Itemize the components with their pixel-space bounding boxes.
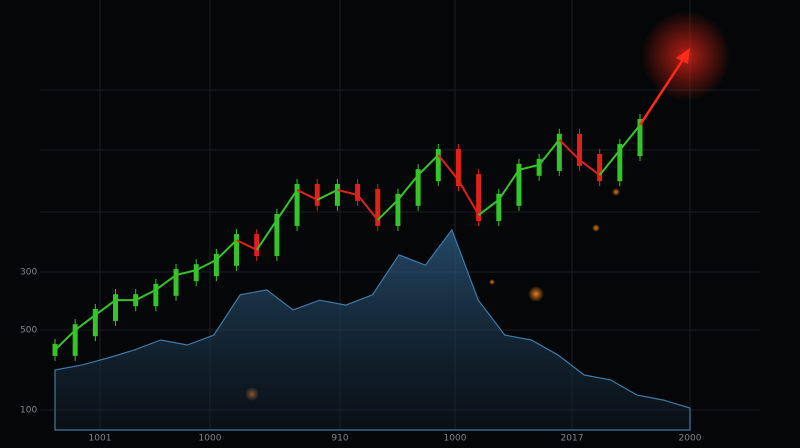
candle bbox=[314, 183, 320, 206]
candle bbox=[193, 264, 199, 282]
candle bbox=[435, 149, 441, 182]
candle bbox=[334, 183, 340, 206]
price-segment bbox=[74, 314, 96, 331]
y-tick-label: 300 bbox=[20, 268, 37, 278]
candle bbox=[455, 149, 461, 187]
candle bbox=[113, 294, 119, 321]
candle bbox=[294, 183, 300, 226]
x-tick-label: 910 bbox=[331, 434, 348, 444]
plot: 300 500 100 1001 1000 910 1000 2017 2000 bbox=[20, 48, 702, 444]
price-segment bbox=[457, 179, 480, 216]
candle bbox=[516, 163, 522, 206]
candle bbox=[597, 153, 603, 182]
price-segment bbox=[155, 274, 177, 291]
candle bbox=[536, 158, 542, 176]
candle bbox=[476, 174, 482, 222]
candle bbox=[72, 324, 78, 356]
trend-arrow bbox=[638, 57, 686, 126]
price-segment bbox=[437, 154, 460, 181]
price-segment bbox=[377, 199, 399, 221]
candle bbox=[395, 193, 401, 226]
price-segment bbox=[296, 189, 318, 201]
price-segment bbox=[538, 139, 561, 166]
price-segment bbox=[135, 288, 157, 302]
price-segment bbox=[215, 239, 238, 261]
price-segment bbox=[255, 219, 278, 251]
price-segment bbox=[397, 174, 419, 201]
price-segment bbox=[236, 239, 258, 251]
candle bbox=[92, 308, 98, 337]
volume-area bbox=[54, 228, 691, 431]
x-tick-label: 1001 bbox=[89, 434, 112, 444]
price-segment bbox=[619, 124, 641, 151]
candle bbox=[617, 144, 623, 182]
candle bbox=[153, 283, 159, 307]
ember bbox=[612, 188, 620, 196]
candle bbox=[415, 169, 421, 206]
candle bbox=[254, 234, 260, 256]
price-segment bbox=[337, 188, 358, 196]
price-segment bbox=[578, 159, 601, 176]
candle bbox=[496, 193, 502, 222]
candle bbox=[637, 118, 643, 157]
ember bbox=[528, 286, 544, 302]
arrow-head bbox=[676, 48, 690, 64]
candle bbox=[274, 213, 280, 256]
x-tick-label: 2000 bbox=[679, 434, 702, 444]
ember bbox=[489, 279, 495, 285]
candle bbox=[213, 253, 219, 277]
candle bbox=[556, 133, 562, 171]
price-segment bbox=[558, 139, 581, 161]
price-segment bbox=[497, 169, 520, 201]
candle bbox=[234, 234, 240, 266]
price-segment bbox=[356, 194, 379, 221]
price-segment bbox=[417, 154, 439, 176]
price-segment bbox=[54, 329, 76, 351]
y-tick-label: 500 bbox=[20, 326, 37, 336]
price-segment bbox=[316, 189, 338, 201]
x-tick-label: 1000 bbox=[199, 434, 222, 444]
price-segment bbox=[478, 199, 500, 216]
candle bbox=[355, 183, 361, 201]
price-segment bbox=[175, 269, 197, 277]
price-segment bbox=[94, 299, 117, 316]
ember bbox=[592, 224, 600, 232]
price-segment bbox=[195, 258, 217, 272]
candle bbox=[173, 269, 179, 296]
x-tick-label: 1000 bbox=[444, 434, 467, 444]
candle bbox=[576, 133, 582, 166]
price-segment bbox=[598, 149, 621, 176]
candle bbox=[375, 188, 381, 226]
x-tick-label: 2017 bbox=[561, 434, 584, 444]
price-segment bbox=[518, 163, 540, 171]
y-tick-label: 100 bbox=[20, 406, 37, 416]
price-segment bbox=[276, 189, 298, 221]
